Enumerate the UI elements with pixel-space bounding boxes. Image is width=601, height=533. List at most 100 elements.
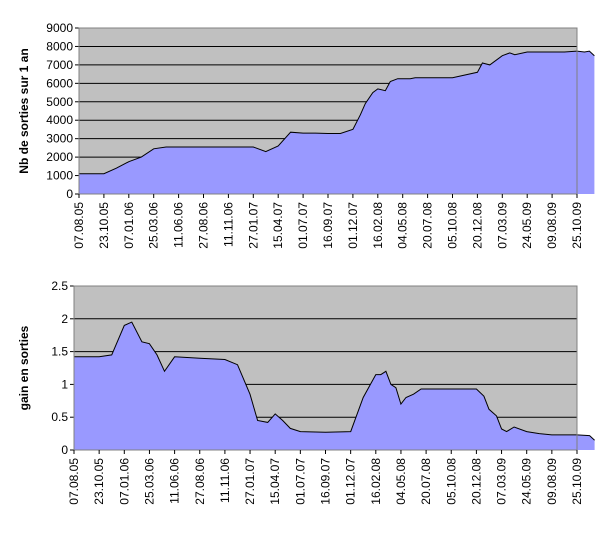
data-point [153, 148, 154, 149]
data-point [564, 51, 565, 52]
data-point [103, 173, 104, 174]
x-tick-label: 20.12.08 [469, 458, 483, 505]
y-tick-label: 2.5 [51, 279, 68, 293]
y-tick-label: 7000 [46, 58, 73, 72]
x-tick-label: 20.07.08 [419, 458, 433, 505]
data-point [141, 341, 142, 342]
data-point [526, 431, 527, 432]
y-tick-label: 1.5 [51, 345, 68, 359]
data-point [488, 409, 489, 410]
data-point [589, 51, 590, 52]
x-tick-label: 11.11.06 [221, 202, 235, 247]
x-tick-label: 09.08.09 [545, 202, 559, 249]
data-point [128, 161, 129, 162]
data-point [363, 397, 364, 398]
x-tick-label: 15.04.07 [271, 202, 285, 249]
x-tick-label: 27.01.07 [246, 202, 260, 249]
x-tick-label: 25.10.09 [570, 458, 584, 505]
data-point [275, 413, 276, 414]
x-tick-label: 01.07.07 [293, 458, 307, 505]
x-tick-label: 25.03.06 [147, 202, 161, 249]
data-point [228, 146, 229, 147]
data-point [506, 431, 507, 432]
data-point [164, 371, 165, 372]
data-point [594, 55, 595, 56]
data-point [489, 64, 490, 65]
y-tick-label: 3000 [46, 132, 73, 146]
data-point [99, 356, 100, 357]
x-tick-label: 07.03.09 [495, 202, 509, 249]
data-point [477, 72, 478, 73]
x-tick-label: 16.02.08 [369, 458, 383, 505]
data-point [199, 358, 200, 359]
y-tick-label: 8000 [46, 39, 73, 53]
data-point [300, 431, 301, 432]
y-tick-label: 0 [66, 187, 73, 201]
data-point [421, 388, 422, 389]
data-point [501, 428, 502, 429]
x-tick-label: 01.12.07 [346, 202, 360, 249]
x-tick-label: 24.05.09 [520, 202, 534, 249]
x-tick-label: 25.03.06 [142, 458, 156, 505]
x-tick-label: 20.07.08 [421, 202, 435, 249]
x-tick-label: 07.08.05 [72, 202, 86, 249]
x-tick-label: 07.03.09 [495, 458, 509, 505]
data-point [397, 78, 398, 79]
data-point [303, 133, 304, 134]
y-axis-label: Nb de sorties sur 1 an [17, 48, 31, 173]
x-tick-label: 05.10.08 [446, 202, 460, 249]
data-point [224, 359, 225, 360]
x-tick-label: 01.12.07 [344, 458, 358, 505]
data-point [514, 426, 515, 427]
y-tick-label: 5000 [46, 95, 73, 109]
data-point [377, 88, 378, 89]
data-point [496, 415, 497, 416]
data-point [415, 77, 416, 78]
y-tick-label: 1 [61, 377, 68, 391]
data-point [352, 129, 353, 130]
x-tick-label: 01.07.07 [296, 202, 310, 249]
data-point [426, 388, 427, 389]
y-tick-label: 2 [61, 312, 68, 326]
data-point [375, 374, 376, 375]
data-point [124, 325, 125, 326]
data-point [166, 146, 167, 147]
data-point [594, 440, 595, 441]
data-point [482, 62, 483, 63]
area-series-outline [74, 321, 595, 441]
area-series [79, 51, 595, 194]
data-point [278, 145, 279, 146]
data-point [327, 133, 328, 134]
data-point [539, 433, 540, 434]
x-tick-label: 16.09.07 [321, 202, 335, 249]
area-series-outline [79, 50, 595, 175]
data-point [452, 77, 453, 78]
data-point [390, 384, 391, 385]
data-point [552, 51, 553, 52]
y-tick-label: 0.5 [51, 410, 68, 424]
x-tick-label: 09.08.09 [545, 458, 559, 505]
x-tick-label: 07.01.06 [122, 202, 136, 249]
x-tick-label: 16.09.07 [319, 458, 333, 505]
data-point [402, 78, 403, 79]
x-tick-label: 20.12.08 [470, 202, 484, 249]
y-tick-label: 6000 [46, 76, 73, 90]
data-point [405, 397, 406, 398]
area-series [74, 322, 595, 450]
data-point [116, 168, 117, 169]
data-point [131, 322, 132, 323]
data-point [539, 51, 540, 52]
data-point [451, 388, 452, 389]
data-point [551, 434, 552, 435]
data-point [253, 146, 254, 147]
x-tick-label: 25.10.09 [570, 202, 584, 249]
data-point [385, 90, 386, 91]
data-point [385, 371, 386, 372]
x-tick-label: 11.06.06 [168, 458, 182, 504]
x-tick-label: 04.05.08 [394, 458, 408, 505]
x-tick-label: 11.11.06 [218, 458, 232, 503]
data-point [584, 51, 585, 52]
data-point [315, 133, 316, 134]
y-tick-label: 2000 [46, 150, 73, 164]
